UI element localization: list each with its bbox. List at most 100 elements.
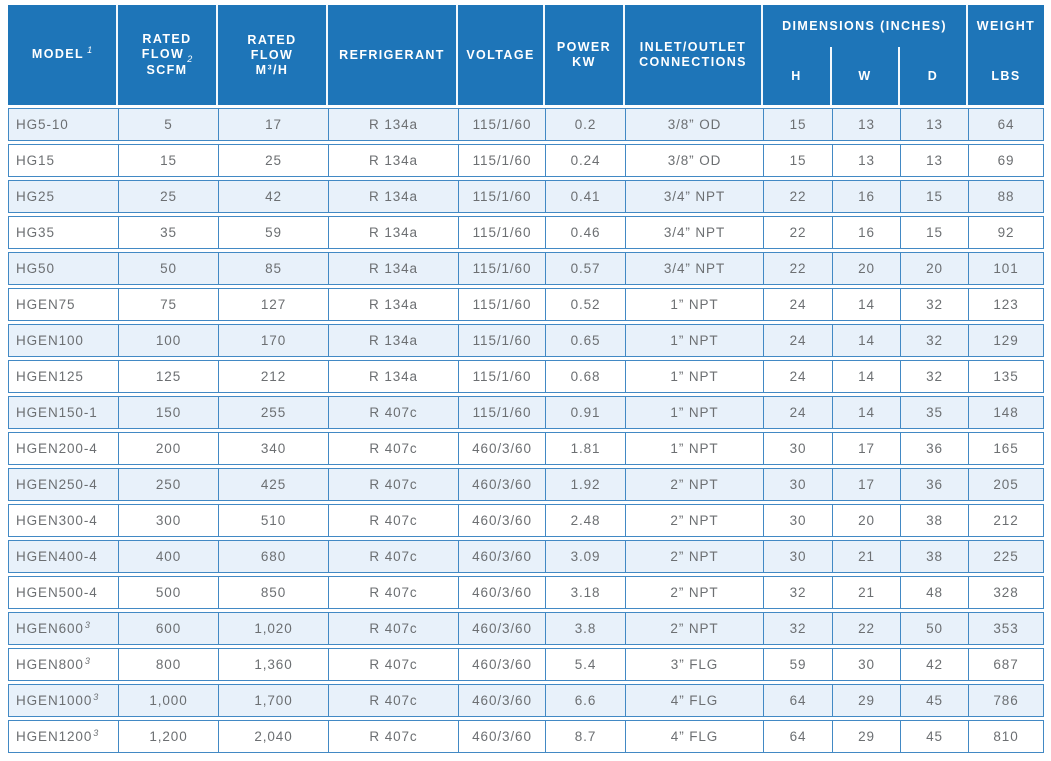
cell-d: 20 — [900, 253, 968, 284]
cell-model: HGEN300-4 — [9, 505, 118, 536]
cell-scfm: 5 — [118, 109, 218, 140]
cell-lbs: 786 — [968, 685, 1043, 716]
header-cell-dim-d: D — [900, 47, 968, 105]
cell-power-kw: 6.6 — [545, 685, 625, 716]
cell-d: 50 — [900, 613, 968, 644]
model-name: HG5-10 — [16, 117, 69, 132]
model-name: HGEN100 — [16, 333, 84, 348]
cell-power-kw: 0.46 — [545, 217, 625, 248]
cell-model: HGEN1200 3 — [9, 721, 118, 752]
table-row: HGEN150-1 150 255 R 407c 115/1/60 0.91 1” NPT 2… — [8, 396, 1044, 429]
cell-voltage: 115/1/60 — [458, 109, 545, 140]
cell-lbs: 69 — [968, 145, 1043, 176]
cell-connections: 2” NPT — [625, 613, 763, 644]
cell-voltage: 460/3/60 — [458, 541, 545, 572]
cell-refrigerant: R 134a — [328, 361, 458, 392]
footnote-marker: 3 — [93, 727, 99, 738]
cell-m3h: 340 — [218, 433, 328, 464]
header-cell-connections: INLET/OUTLET CONNECTIONS — [625, 5, 763, 105]
cell-scfm: 75 — [118, 289, 218, 320]
cell-lbs: 687 — [968, 649, 1043, 680]
model-name: HGEN1000 — [16, 693, 93, 708]
cell-refrigerant: R 134a — [328, 253, 458, 284]
cell-model: HGEN75 — [9, 289, 118, 320]
cell-connections: 4” FLG — [625, 721, 763, 752]
cell-lbs: 212 — [968, 505, 1043, 536]
cell-connections: 2” NPT — [625, 469, 763, 500]
cell-h: 24 — [763, 397, 832, 428]
cell-scfm: 800 — [118, 649, 218, 680]
model-name: HGEN600 — [16, 621, 84, 636]
header-cell-rated-flow-scfm: RATED FLOW 2 SCFM — [118, 5, 218, 105]
cell-connections: 2” NPT — [625, 541, 763, 572]
model-name: HGEN400-4 — [16, 549, 98, 564]
cell-power-kw: 0.91 — [545, 397, 625, 428]
table-row: HGEN100 100 170 R 134a 115/1/60 0.65 1” NPT 24 1… — [8, 324, 1044, 357]
cell-voltage: 115/1/60 — [458, 217, 545, 248]
footnote-marker: 3 — [84, 619, 90, 630]
cell-w: 16 — [832, 181, 900, 212]
cell-power-kw: 1.92 — [545, 469, 625, 500]
cell-d: 13 — [900, 109, 968, 140]
cell-refrigerant: R 407c — [328, 721, 458, 752]
cell-h: 30 — [763, 541, 832, 572]
cell-m3h: 1,700 — [218, 685, 328, 716]
cell-w: 20 — [832, 253, 900, 284]
cell-voltage: 115/1/60 — [458, 397, 545, 428]
header-cell-refrigerant: REFRIGERANT — [328, 5, 458, 105]
cell-voltage: 460/3/60 — [458, 505, 545, 536]
cell-refrigerant: R 407c — [328, 685, 458, 716]
header-cell-lbs: LBS — [991, 68, 1021, 83]
cell-h: 15 — [763, 145, 832, 176]
cell-refrigerant: R 134a — [328, 325, 458, 356]
cell-model: HG15 — [9, 145, 118, 176]
header-cell-power-kw: POWER KW — [545, 5, 625, 105]
cell-m3h: 127 — [218, 289, 328, 320]
footnote-marker: 3 — [93, 691, 99, 702]
cell-d: 13 — [900, 145, 968, 176]
cell-model: HGEN1000 3 — [9, 685, 118, 716]
cell-model: HGEN150-1 — [9, 397, 118, 428]
cell-h: 22 — [763, 217, 832, 248]
cell-m3h: 25 — [218, 145, 328, 176]
cell-power-kw: 0.65 — [545, 325, 625, 356]
cell-refrigerant: R 134a — [328, 145, 458, 176]
cell-d: 38 — [900, 541, 968, 572]
table-row: HG50 50 85 R 134a 115/1/60 0.57 3/4” NPT 22 20 20… — [8, 252, 1044, 285]
cell-refrigerant: R 134a — [328, 289, 458, 320]
footnote-marker: 2 — [187, 54, 193, 64]
cell-d: 36 — [900, 433, 968, 464]
model-name: HGEN200-4 — [16, 441, 98, 456]
cell-connections: 1” NPT — [625, 361, 763, 392]
cell-m3h: 212 — [218, 361, 328, 392]
cell-model: HGEN250-4 — [9, 469, 118, 500]
cell-model: HGEN100 — [9, 325, 118, 356]
cell-d: 32 — [900, 325, 968, 356]
cell-voltage: 460/3/60 — [458, 433, 545, 464]
model-name: HGEN75 — [16, 297, 76, 312]
table-row: HGEN800 3 800 1,360 R 407c 460/3/60 5.4 3” FLG 5… — [8, 648, 1044, 681]
cell-voltage: 460/3/60 — [458, 721, 545, 752]
cell-voltage: 460/3/60 — [458, 649, 545, 680]
cell-h: 64 — [763, 721, 832, 752]
cell-m3h: 170 — [218, 325, 328, 356]
cell-voltage: 460/3/60 — [458, 577, 545, 608]
cell-connections: 1” NPT — [625, 433, 763, 464]
cell-d: 15 — [900, 181, 968, 212]
footnote-marker: 1 — [87, 45, 93, 55]
cell-lbs: 328 — [968, 577, 1043, 608]
header-cell-rated-flow-m3h: RATED FLOW M³/H — [218, 5, 328, 105]
cell-w: 14 — [832, 325, 900, 356]
cell-lbs: 205 — [968, 469, 1043, 500]
table-row: HGEN250-4 250 425 R 407c 460/3/60 1.92 2” NPT 3… — [8, 468, 1044, 501]
cell-lbs: 64 — [968, 109, 1043, 140]
cell-w: 14 — [832, 289, 900, 320]
cell-m3h: 1,360 — [218, 649, 328, 680]
cell-scfm: 400 — [118, 541, 218, 572]
cell-w: 14 — [832, 361, 900, 392]
cell-refrigerant: R 134a — [328, 217, 458, 248]
cell-refrigerant: R 407c — [328, 433, 458, 464]
cell-power-kw: 0.68 — [545, 361, 625, 392]
cell-model: HGEN800 3 — [9, 649, 118, 680]
table-row: HGEN500-4 500 850 R 407c 460/3/60 3.18 2” NPT 3… — [8, 576, 1044, 609]
